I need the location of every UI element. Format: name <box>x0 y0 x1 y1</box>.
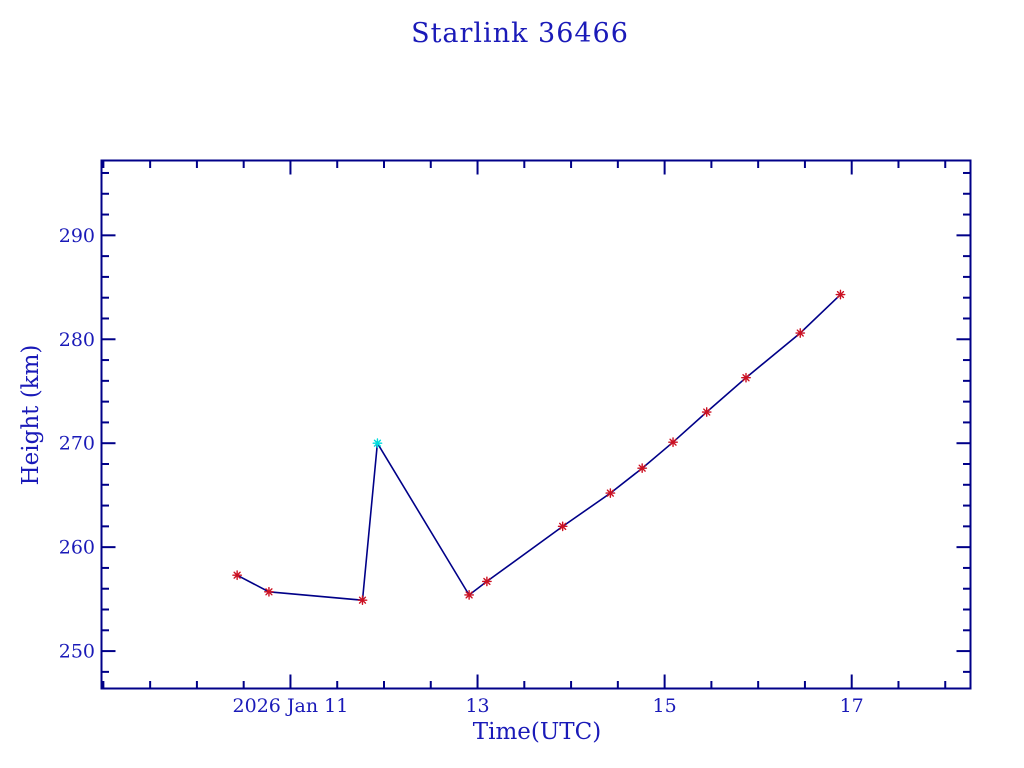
marker-stroke <box>558 522 567 531</box>
marker-stroke <box>836 290 845 299</box>
data-point-marker <box>668 437 678 448</box>
data-point-marker <box>835 289 846 300</box>
x-tick-label: 2026 Jan 11 <box>233 695 349 717</box>
data-point-marker <box>795 328 806 338</box>
series-line <box>236 294 842 602</box>
data-point-marker <box>637 463 648 474</box>
plot-box <box>100 159 972 690</box>
marker-stroke <box>606 489 615 497</box>
marker-stroke <box>233 571 241 579</box>
marker-stroke <box>638 464 646 472</box>
data-point-marker <box>232 570 243 581</box>
data-point-marker <box>605 488 616 498</box>
y-tick-label: 250 <box>59 641 95 663</box>
data-point-marker <box>481 576 492 587</box>
marker-stroke <box>742 374 750 382</box>
x-tick-label: 13 <box>465 695 489 717</box>
highlight-point-marker <box>372 438 383 449</box>
data-point-marker <box>464 590 475 600</box>
marker-stroke <box>358 596 367 604</box>
marker-stroke <box>669 438 677 446</box>
y-tick-label: 280 <box>59 329 95 351</box>
data-point-marker <box>264 586 274 597</box>
marker-stroke <box>265 588 273 596</box>
data-point-marker <box>557 521 568 532</box>
data-point-marker <box>701 407 712 417</box>
y-tick-label: 270 <box>59 433 95 455</box>
marker-stroke <box>483 577 491 586</box>
marker-stroke <box>465 591 473 599</box>
x-axis-title: Time(UTC) <box>472 719 602 745</box>
marker-stroke <box>373 439 382 447</box>
y-tick-label: 260 <box>59 537 95 559</box>
data-point-marker <box>357 595 368 606</box>
marker-stroke <box>796 329 804 337</box>
data-point-marker <box>741 372 751 383</box>
chart-title: Starlink 36466 <box>411 18 629 49</box>
x-tick-label: 15 <box>653 695 677 717</box>
x-tick-label: 17 <box>840 695 864 717</box>
y-tick-label: 290 <box>59 225 95 247</box>
marker-stroke <box>703 408 711 416</box>
